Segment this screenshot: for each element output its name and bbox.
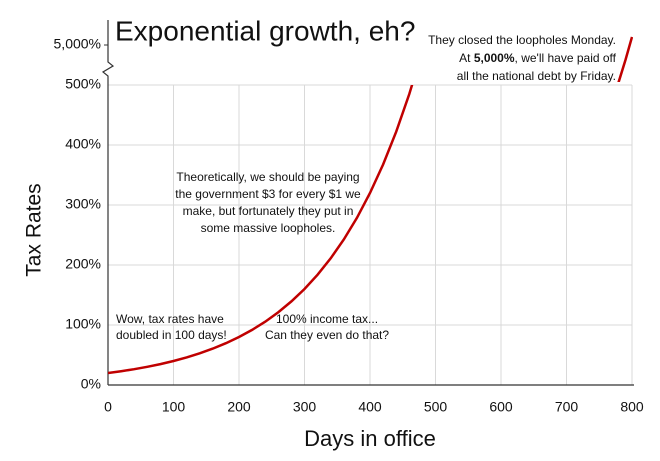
annotation: Wow, tax rates have (116, 312, 224, 326)
x-axis-label: Days in office (304, 426, 436, 451)
x-tick-label: 100 (162, 399, 186, 415)
y-tick-label: 200% (65, 256, 101, 272)
annotation-text: , we'll have paid off (515, 51, 617, 65)
x-tick-label: 600 (489, 399, 513, 415)
annotation: all the national debt by Friday. (457, 69, 616, 83)
annotation: 100% income tax... (276, 312, 378, 326)
y-tick-label: 100% (65, 316, 101, 332)
annotation-text: the government $3 for every $1 we (175, 187, 361, 201)
y-tick-label: 5,000% (54, 36, 101, 52)
annotation: doubled in 100 days! (116, 328, 227, 342)
line-main (108, 85, 414, 375)
annotation: the government $3 for every $1 we (175, 187, 361, 201)
annotation: At 5,000%, we'll have paid off (459, 51, 617, 65)
x-tick-label: 300 (293, 399, 317, 415)
y-tick-label: 500% (65, 76, 101, 92)
chart-title: Exponential growth, eh? (115, 15, 415, 46)
annotation-text: They closed the loopholes Monday. (428, 33, 616, 47)
annotation-text: all the national debt by Friday. (457, 69, 616, 83)
annotation-text: some massive loopholes. (201, 221, 336, 235)
lines (108, 36, 633, 375)
x-tick-label: 0 (104, 399, 112, 415)
annotation-text: Wow, tax rates have (116, 312, 224, 326)
x-tick-label: 200 (227, 399, 251, 415)
annotation-text: Theoretically, we should be paying (176, 170, 359, 184)
y-axis-label: Tax Rates (23, 183, 46, 276)
x-tick-label: 500 (424, 399, 448, 415)
annotation: They closed the loopholes Monday. (428, 33, 616, 47)
y-tick-label: 400% (65, 136, 101, 152)
annotation-text: 5,000% (474, 51, 515, 65)
y-axis-break (101, 20, 115, 385)
annotation-text: make, but fortunately they put in (183, 204, 354, 218)
y-tick-label: 300% (65, 196, 101, 212)
annotation: Can they even do that? (265, 328, 389, 342)
x-tick-label: 700 (555, 399, 579, 415)
x-tick-label: 400 (358, 399, 382, 415)
annotation-text: doubled in 100 days! (116, 328, 227, 342)
annotation: some massive loopholes. (201, 221, 336, 235)
x-tick-label: 800 (620, 399, 644, 415)
annotation-text: At (459, 51, 474, 65)
annotation-text: 100% income tax... (276, 312, 378, 326)
annotation-text: Can they even do that? (265, 328, 389, 342)
grid (104, 44, 633, 385)
annotation: make, but fortunately they put in (183, 204, 354, 218)
labels: 0 100 200 300 400 500 600 700 800 0% 100% 200% 300% 4… (54, 33, 644, 415)
y-tick-label: 0% (81, 376, 101, 392)
annotation: Theoretically, we should be paying (176, 170, 359, 184)
